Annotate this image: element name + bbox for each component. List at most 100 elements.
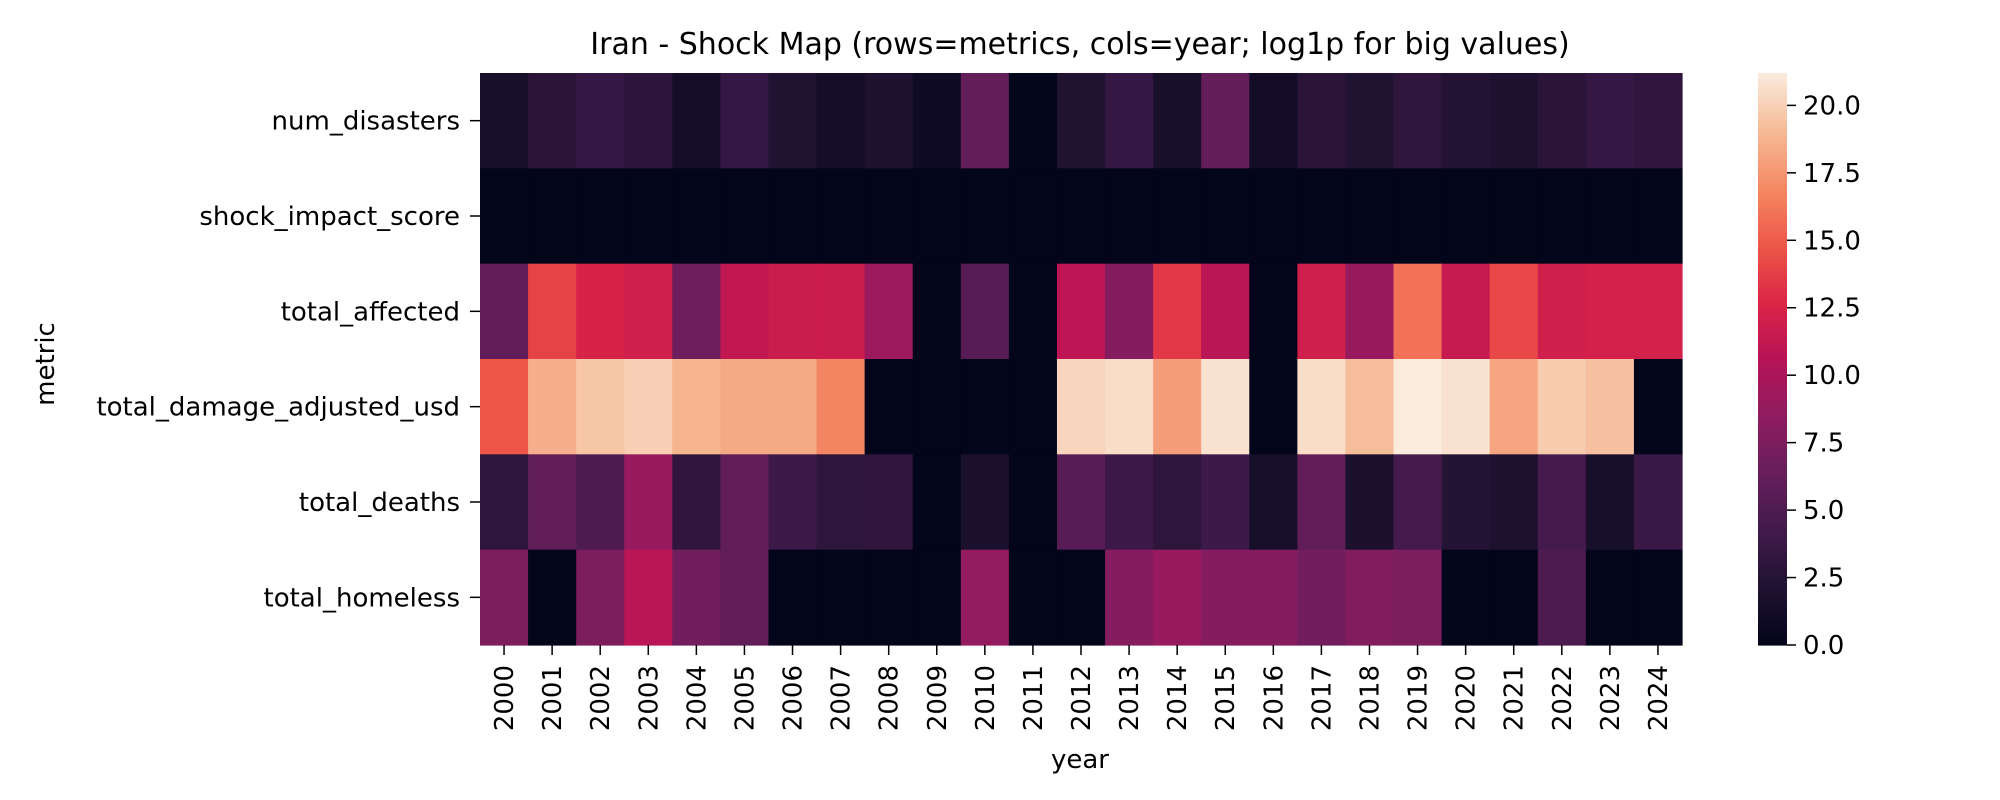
heatmap-cell bbox=[624, 73, 673, 169]
heatmap-cell bbox=[912, 454, 962, 551]
colorbar-segment bbox=[1758, 372, 1787, 376]
heatmap-cell bbox=[480, 263, 529, 360]
x-tick-label: 2009 bbox=[923, 665, 953, 731]
heatmap-cell bbox=[576, 168, 625, 265]
colorbar-segment bbox=[1758, 442, 1787, 446]
x-tick-label: 2014 bbox=[1163, 665, 1193, 731]
heatmap-cell bbox=[1201, 168, 1250, 265]
colorbar-tick-label: 20.0 bbox=[1803, 91, 1861, 121]
colorbar-segment bbox=[1758, 447, 1787, 451]
heatmap-cell bbox=[1489, 168, 1539, 265]
heatmap-cell bbox=[1489, 73, 1539, 169]
heatmap-cell bbox=[1489, 549, 1539, 646]
colorbar-segment bbox=[1758, 564, 1787, 568]
colorbar-segment bbox=[1758, 369, 1787, 373]
colorbar-segment bbox=[1758, 499, 1787, 503]
colorbar-segment bbox=[1758, 242, 1787, 246]
heatmap-cell bbox=[912, 549, 962, 646]
colorbar-segment bbox=[1758, 496, 1787, 500]
colorbar-segment bbox=[1758, 476, 1787, 480]
heatmap-cell bbox=[1489, 359, 1539, 455]
colorbar-segment bbox=[1758, 239, 1787, 243]
colorbar-segment bbox=[1758, 382, 1787, 386]
colorbar-segment bbox=[1758, 130, 1787, 134]
colorbar-segment bbox=[1758, 569, 1787, 573]
heatmap-cell bbox=[1633, 454, 1683, 551]
colorbar-segment bbox=[1758, 333, 1787, 337]
heatmap-cell bbox=[1633, 263, 1683, 360]
colorbar-segment bbox=[1758, 301, 1787, 305]
colorbar-segment bbox=[1758, 481, 1787, 485]
heatmap-cell bbox=[624, 549, 673, 646]
x-tick-label: 2007 bbox=[827, 665, 857, 731]
heatmap-cell bbox=[672, 263, 721, 360]
colorbar-segment bbox=[1758, 80, 1787, 84]
heatmap-cell bbox=[624, 263, 673, 360]
heatmap-cell bbox=[864, 168, 914, 265]
heatmap-cell bbox=[720, 168, 770, 265]
colorbar-segment bbox=[1758, 543, 1787, 547]
colorbar-segment bbox=[1758, 580, 1787, 584]
colorbar-segment bbox=[1758, 359, 1787, 363]
colorbar-segment bbox=[1758, 226, 1787, 230]
colorbar-segment bbox=[1758, 164, 1787, 168]
heatmap-cell bbox=[1345, 168, 1395, 265]
colorbar-segment bbox=[1758, 486, 1787, 490]
colorbar-segment bbox=[1758, 179, 1787, 183]
heatmap-cell bbox=[1441, 454, 1491, 551]
heatmap-cell bbox=[864, 549, 914, 646]
colorbar-segment bbox=[1758, 525, 1787, 529]
colorbar-segment bbox=[1758, 595, 1787, 599]
colorbar-segment bbox=[1758, 374, 1787, 378]
heatmap-cell bbox=[576, 359, 625, 455]
colorbar-segment bbox=[1758, 507, 1787, 511]
heatmap-cell bbox=[1585, 73, 1635, 169]
colorbar-segment bbox=[1758, 385, 1787, 389]
colorbar-segment bbox=[1758, 548, 1787, 552]
colorbar-segment bbox=[1758, 106, 1787, 110]
colorbar-segment bbox=[1758, 551, 1787, 555]
heatmap-cell bbox=[672, 359, 721, 455]
colorbar-segment bbox=[1758, 216, 1787, 220]
heatmap-cell bbox=[864, 454, 914, 551]
colorbar-segment bbox=[1758, 218, 1787, 222]
colorbar-segment bbox=[1758, 590, 1787, 594]
colorbar-segment bbox=[1758, 205, 1787, 209]
colorbar-segment bbox=[1758, 156, 1787, 160]
colorbar-segment bbox=[1758, 96, 1787, 100]
colorbar-segment bbox=[1758, 463, 1787, 467]
heatmap-cell bbox=[1153, 359, 1202, 455]
heatmap-cell bbox=[1297, 359, 1347, 455]
colorbar-segment bbox=[1758, 491, 1787, 495]
heatmap-cell bbox=[1345, 263, 1395, 360]
x-tick-label: 2002 bbox=[586, 665, 616, 731]
colorbar-segment bbox=[1758, 598, 1787, 602]
heatmap-cell bbox=[1585, 263, 1635, 360]
colorbar-segment bbox=[1758, 642, 1787, 646]
colorbar-segment bbox=[1758, 104, 1787, 108]
colorbar-segment bbox=[1758, 517, 1787, 521]
colorbar-segment bbox=[1758, 541, 1787, 545]
colorbar-segment bbox=[1758, 338, 1787, 342]
heatmap-cell bbox=[576, 263, 625, 360]
colorbar-segment bbox=[1758, 613, 1787, 617]
colorbar-segment bbox=[1758, 325, 1787, 329]
heatmap-cell bbox=[1105, 549, 1154, 646]
colorbar-segment bbox=[1758, 86, 1787, 90]
heatmap-cell bbox=[1201, 263, 1250, 360]
colorbar: 0.0 2.5 5.0 7.5 10.0 12.5 15.0 17.5 20.0 bbox=[1758, 73, 1861, 661]
colorbar-segment bbox=[1758, 483, 1787, 487]
colorbar-segment bbox=[1758, 299, 1787, 303]
colorbar-segment bbox=[1758, 244, 1787, 248]
y-tick-label: num_disasters bbox=[272, 107, 460, 137]
heatmap-cell bbox=[480, 454, 529, 551]
colorbar-segment bbox=[1758, 470, 1787, 474]
colorbar-segment bbox=[1758, 231, 1787, 235]
colorbar-segment bbox=[1758, 182, 1787, 186]
colorbar-segment bbox=[1758, 78, 1787, 82]
heatmap-cell bbox=[816, 263, 866, 360]
colorbar-segment bbox=[1758, 260, 1787, 264]
heatmap-cell bbox=[1249, 263, 1298, 360]
heatmap-cell bbox=[1297, 168, 1347, 265]
